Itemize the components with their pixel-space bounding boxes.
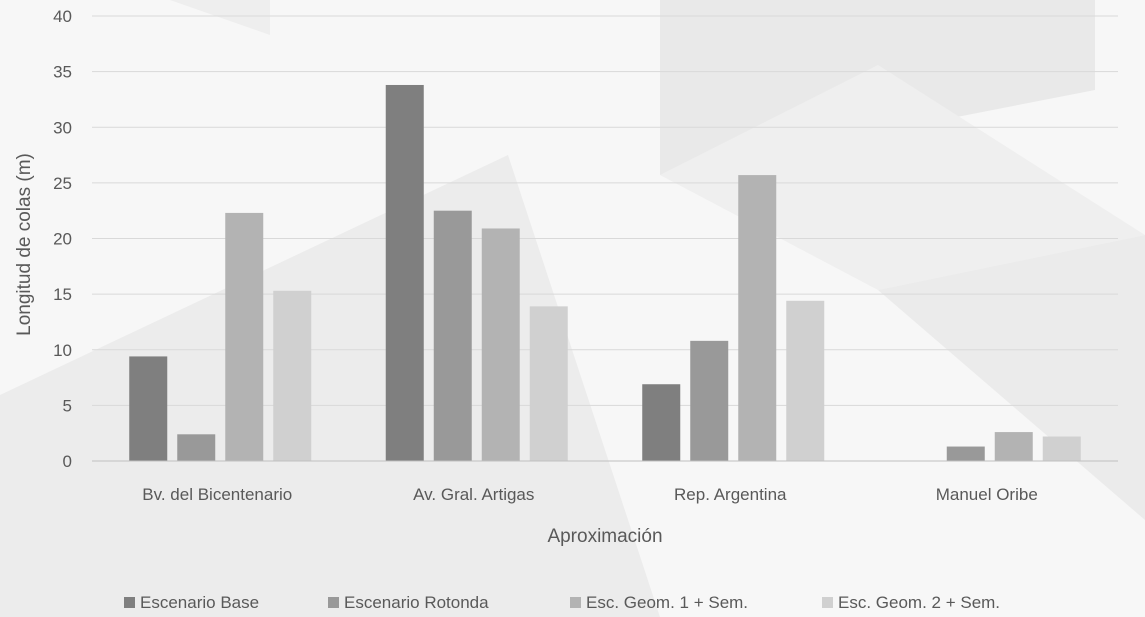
bar [642, 384, 681, 461]
legend-label: Esc. Geom. 1 + Sem. [586, 593, 748, 612]
bar [1042, 436, 1081, 461]
y-tick-label: 15 [53, 285, 72, 304]
bar [177, 434, 216, 461]
bar [385, 84, 424, 461]
y-tick-label: 30 [53, 118, 72, 137]
bars [129, 84, 1081, 461]
bar [690, 340, 729, 461]
y-tick-label: 5 [63, 396, 72, 415]
x-axis-title: Aproximación [547, 526, 662, 547]
bar [225, 212, 264, 461]
bar [433, 210, 472, 461]
legend-swatch [124, 597, 135, 608]
legend-swatch [822, 597, 833, 608]
y-axis-title: Longitud de colas (m) [14, 153, 35, 336]
y-tick-label: 0 [63, 452, 72, 471]
bar [529, 306, 568, 461]
y-axis-ticks: 0 5 10 15 20 25 30 35 40 [53, 7, 72, 471]
legend-swatch [570, 597, 581, 608]
legend: Escenario Base Escenario Rotonda Esc. Geom… [124, 593, 1000, 612]
legend-swatch [328, 597, 339, 608]
x-category-label: Manuel Oribe [936, 485, 1038, 504]
legend-label: Escenario Rotonda [344, 593, 489, 612]
legend-label: Escenario Base [140, 593, 259, 612]
bar [946, 446, 985, 461]
x-category-label: Av. Gral. Artigas [413, 485, 534, 504]
bar [738, 175, 777, 461]
y-tick-label: 20 [53, 230, 72, 249]
x-axis-categories: Bv. del Bicentenario Av. Gral. Artigas Rep… [142, 485, 1038, 504]
y-tick-label: 25 [53, 174, 72, 193]
bar [273, 290, 312, 461]
y-tick-label: 40 [53, 7, 72, 26]
y-tick-label: 10 [53, 341, 72, 360]
bar [994, 432, 1033, 461]
y-tick-label: 35 [53, 63, 72, 82]
bar [129, 356, 168, 461]
legend-label: Esc. Geom. 2 + Sem. [838, 593, 1000, 612]
x-category-label: Bv. del Bicentenario [142, 485, 292, 504]
x-category-label: Rep. Argentina [674, 485, 787, 504]
bar [481, 228, 520, 461]
bar [786, 300, 825, 461]
